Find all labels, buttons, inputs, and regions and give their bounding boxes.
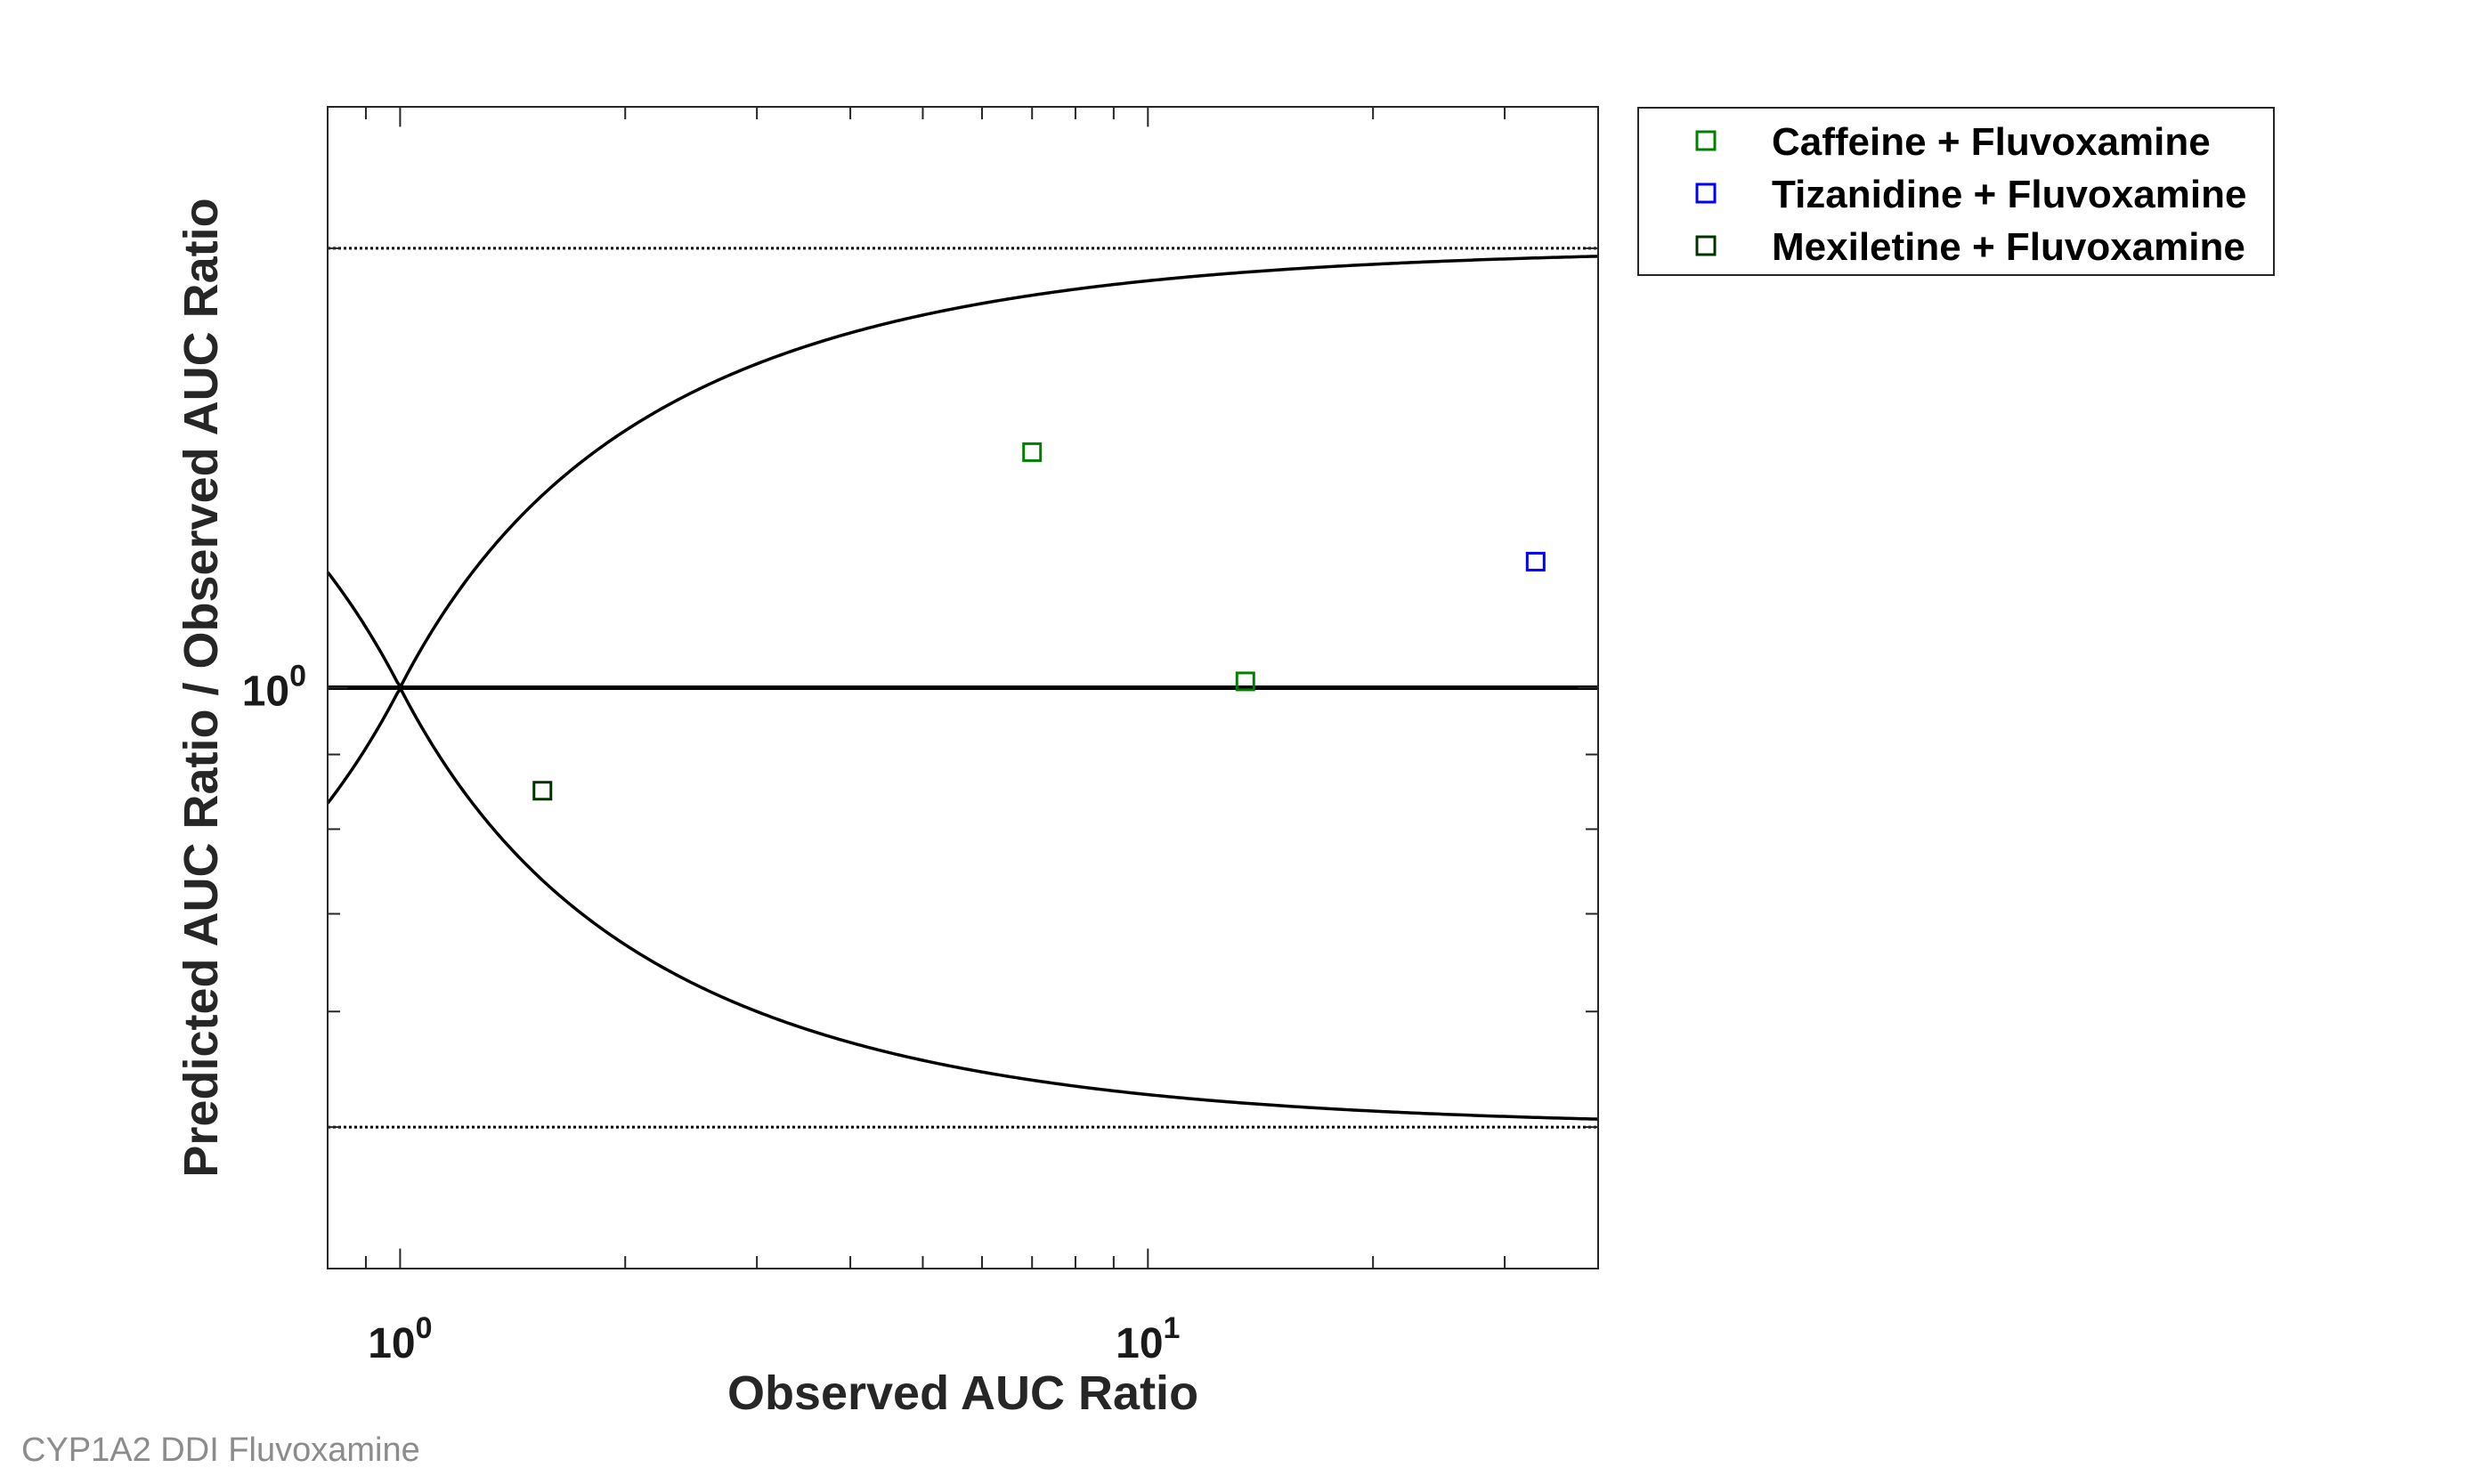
legend-entry-label: Tizanidine + Fluvoxamine xyxy=(1772,173,2246,216)
legend-entry-label: Caffeine + Fluvoxamine xyxy=(1772,120,2211,164)
data-point-series-2-0 xyxy=(532,781,553,801)
plot-area-frame xyxy=(327,106,1599,1269)
figure-caption: CYP1A2 DDI Fluvoxamine xyxy=(21,1431,420,1469)
x-tick-label: 100 xyxy=(368,1311,432,1367)
x-tick-label: 101 xyxy=(1116,1311,1180,1367)
legend-marker xyxy=(1695,182,1717,204)
data-point-series-0-0 xyxy=(1022,442,1043,462)
axis-ticks xyxy=(327,107,1599,1269)
legend-marker xyxy=(1695,130,1717,151)
upper-guest-limit-curve xyxy=(326,255,1599,690)
reference-lines xyxy=(326,247,1599,1129)
legend: Caffeine + Fluvoxamine Tizanidine + Fluvo… xyxy=(1637,107,2275,276)
x-axis-label: Observed AUC Ratio xyxy=(727,1366,1198,1420)
data-point-series-0-1 xyxy=(1235,671,1255,692)
axis-tick-labels: 100 101 100 xyxy=(242,660,1181,1368)
legend-marker xyxy=(1695,235,1717,256)
data-points xyxy=(532,442,1546,801)
legend-box xyxy=(1637,107,2275,276)
data-point-series-1-0 xyxy=(1525,551,1546,572)
legend-entry-label: Mexiletine + Fluvoxamine xyxy=(1772,225,2245,269)
lower-guest-limit-curve xyxy=(326,685,1599,1121)
y-axis-label: Predicted AUC Ratio / Observed AUC Ratio xyxy=(175,198,228,1177)
y-tick-label: 100 xyxy=(242,660,306,716)
